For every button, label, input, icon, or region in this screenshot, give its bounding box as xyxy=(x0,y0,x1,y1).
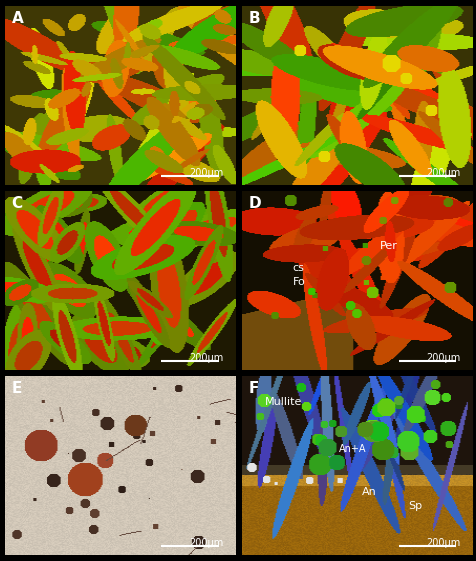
Text: Sp: Sp xyxy=(407,502,421,512)
Text: 200μm: 200μm xyxy=(426,168,460,178)
Text: F: F xyxy=(248,381,258,396)
Text: 200μm: 200μm xyxy=(426,353,460,363)
Text: 200μm: 200μm xyxy=(426,538,460,548)
Text: C: C xyxy=(11,196,23,211)
Text: 200μm: 200μm xyxy=(189,353,223,363)
Text: An+A: An+A xyxy=(338,444,366,454)
Text: 200μm: 200μm xyxy=(189,168,223,178)
Text: D: D xyxy=(248,196,261,211)
Text: Fo: Fo xyxy=(292,277,305,287)
Text: A: A xyxy=(11,11,23,26)
Text: E: E xyxy=(11,381,22,396)
Text: 200μm: 200μm xyxy=(189,538,223,548)
Text: cs: cs xyxy=(292,263,304,273)
Text: Mullite: Mullite xyxy=(265,397,302,407)
Text: Per: Per xyxy=(379,241,397,251)
Text: B: B xyxy=(248,11,260,26)
Text: An: An xyxy=(361,487,376,497)
